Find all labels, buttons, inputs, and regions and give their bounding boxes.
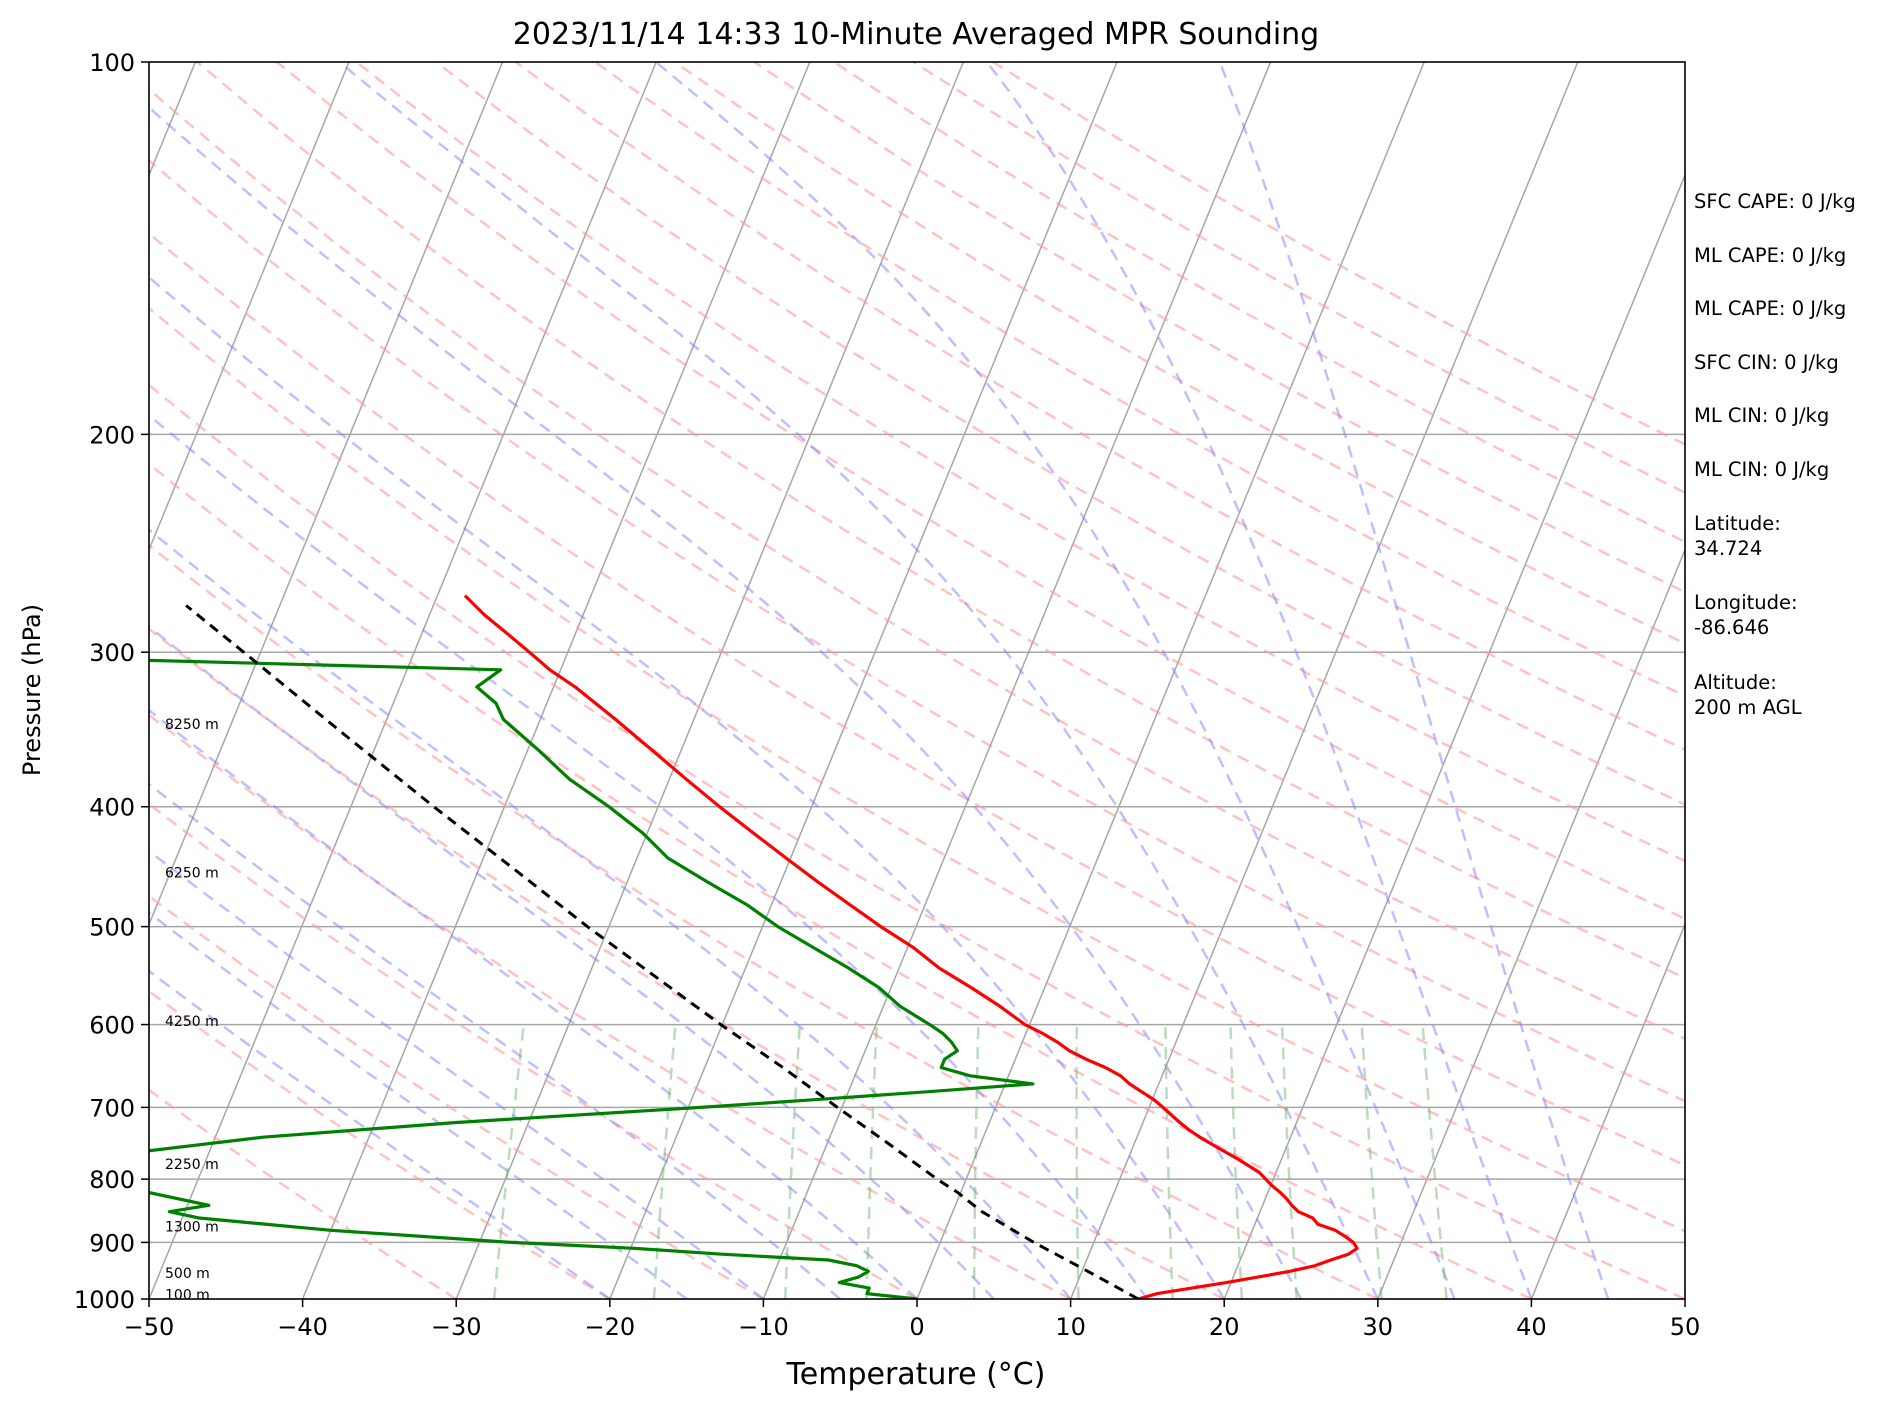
isotherm-line [149, 62, 504, 927]
x-tick-label: 40 [1516, 1313, 1547, 1341]
y-tick-label: 700 [89, 1094, 135, 1122]
dry-adiabat-line [435, 62, 1685, 807]
moist-adiabat-line [655, 62, 1456, 1299]
moist-adiabat-line [985, 62, 1533, 1299]
dry-adiabat-line [149, 713, 1072, 1299]
isotherm-line [1377, 547, 1685, 1299]
mixing-ratio-line [783, 1024, 802, 1299]
moist-adiabat-line [149, 275, 1226, 1299]
dry-adiabat-line [276, 62, 1685, 921]
mixing-ratio-line [492, 1024, 525, 1299]
sfc-cape-text: SFC CAPE: 0 J/kg [1694, 190, 1856, 213]
x-tick-label: 50 [1670, 1313, 1701, 1341]
isotherm-line [609, 62, 1118, 1299]
dry-adiabat-line [149, 543, 1379, 1299]
height-label: 1300 m [165, 1220, 219, 1236]
x-tick-label: −50 [124, 1313, 175, 1341]
x-tick-label: 10 [1055, 1313, 1086, 1341]
moist-adiabat-line [149, 849, 765, 1299]
x-tick-label: −10 [738, 1313, 789, 1341]
isotherm-line [1223, 173, 1685, 1299]
mixing-ratio-line [652, 1024, 677, 1299]
x-tick-label: 0 [909, 1313, 924, 1341]
y-tick-label: 100 [89, 49, 135, 77]
dry-adiabat-line [149, 306, 1685, 1233]
dry-adiabat-line [149, 989, 611, 1299]
isotherm-line [1530, 922, 1685, 1299]
y-tick-label: 400 [89, 794, 135, 822]
dry-adiabat-line [149, 158, 1685, 1103]
x-tick-label: −30 [431, 1313, 482, 1341]
y-tick-label: 1000 [74, 1286, 135, 1314]
isotherm-line [301, 62, 811, 1299]
dewpoint-line [149, 658, 1035, 1299]
dry-adiabat-line [753, 62, 1685, 594]
ml-cape-text-2: ML CAPE: 0 J/kg [1694, 297, 1847, 320]
moist-adiabat-line [149, 708, 918, 1299]
moist-adiabat-line [1218, 62, 1610, 1299]
temperature-line [463, 594, 1359, 1299]
longitude-text: Longitude: -86.646 [1694, 591, 1798, 639]
y-tick-label: 900 [89, 1229, 135, 1257]
isotherm-line [455, 62, 965, 1299]
y-tick-label: 300 [89, 639, 135, 667]
latitude-text: Latitude: 34.724 [1694, 512, 1781, 560]
moist-adiabat-line [149, 105, 1303, 1299]
parcel-path-line [185, 604, 1139, 1299]
mixing-ratio-line [1280, 1024, 1298, 1299]
moist-adiabat-line [338, 62, 1379, 1299]
y-tick-label: 600 [89, 1012, 135, 1040]
isotherm-line [149, 62, 350, 552]
x-tick-label: −40 [277, 1313, 328, 1341]
dry-adiabat-line [149, 894, 765, 1299]
height-label: 8250 m [165, 717, 219, 733]
dry-adiabat-line [149, 87, 1685, 1041]
y-tick-label: 800 [89, 1166, 135, 1194]
moist-adiabat-line [149, 528, 1072, 1299]
dry-adiabat-line [149, 462, 1532, 1299]
y-tick-label: 500 [89, 914, 135, 942]
mixing-ratio-line [1421, 1024, 1448, 1299]
dry-adiabat-line [594, 62, 1685, 698]
x-tick-label: −20 [584, 1313, 635, 1341]
ml-cin-text-2: ML CIN: 0 J/kg [1694, 458, 1830, 481]
mixing-ratio-line [1360, 1024, 1383, 1299]
x-tick-label: 20 [1209, 1313, 1240, 1341]
moist-adiabat-line [149, 625, 995, 1299]
dry-adiabat-line [514, 62, 1685, 752]
height-label: 2250 m [165, 1157, 219, 1173]
moist-adiabat-line [149, 911, 688, 1299]
mixing-ratio-line [972, 1024, 980, 1299]
isotherm-line [916, 62, 1425, 1299]
dry-adiabat-line [149, 627, 1225, 1299]
x-axis-label: Temperature (°C) [786, 1357, 1046, 1392]
mixing-ratio-line [1075, 1024, 1080, 1299]
height-label: 100 m [165, 1288, 210, 1304]
plot-area: 8250 m 6250 m 4250 m 2250 m 1300 m 500 m 100 m… [74, 49, 1701, 1341]
dry-adiabat-line [355, 62, 1685, 863]
ml-cape-text: ML CAPE: 0 J/kg [1694, 244, 1847, 267]
altitude-text: Altitude: 200 m AGL [1694, 671, 1802, 719]
dry-adiabat-line [149, 383, 1685, 1299]
y-axis-label: Pressure (hPa) [18, 604, 46, 776]
isotherm-line [149, 62, 657, 1299]
mixing-ratio-line [1229, 1024, 1244, 1299]
isotherm-line [1069, 62, 1579, 1299]
isotherm-line [762, 62, 1272, 1299]
height-label: 6250 m [165, 865, 219, 881]
dry-adiabat-line [149, 1088, 457, 1299]
dry-adiabat-line [149, 231, 1685, 1167]
y-tick-label: 200 [89, 421, 135, 449]
height-label: 4250 m [165, 1014, 219, 1030]
sfc-cin-text: SFC CIN: 0 J/kg [1694, 351, 1839, 374]
plot-clip-group [149, 62, 1685, 1299]
x-tick-label: 30 [1363, 1313, 1394, 1341]
height-label: 500 m [165, 1266, 210, 1282]
ml-cin-text: ML CIN: 0 J/kg [1694, 404, 1830, 427]
chart-title: 2023/11/14 14:33 10-Minute Averaged MPR … [513, 17, 1319, 52]
